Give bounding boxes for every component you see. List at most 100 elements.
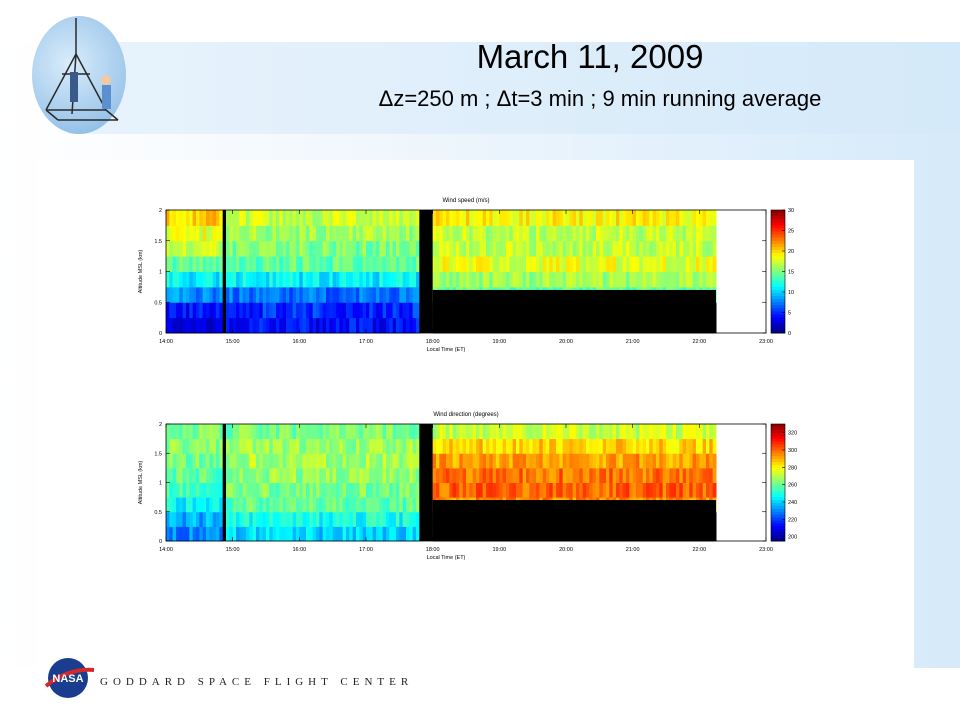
- heatmap-cell: [709, 210, 714, 226]
- heatmap-cell: [552, 271, 557, 288]
- heatmap-cell: [396, 453, 400, 469]
- heatmap-cell: [656, 210, 660, 226]
- heatmap-cell: [376, 438, 380, 454]
- heatmap-cell: [259, 453, 264, 469]
- heatmap-cell: [292, 302, 297, 319]
- heatmap-cell: [366, 438, 370, 454]
- heatmap-cell: [402, 256, 407, 272]
- heatmap-cell: [412, 271, 417, 288]
- heatmap-cell: [172, 271, 177, 288]
- heatmap-cell: [689, 453, 694, 469]
- heatmap-cell: [699, 225, 704, 242]
- colorbar-frame: [770, 423, 786, 542]
- colorbar-segment: [771, 329, 785, 334]
- heatmap-cell: [266, 271, 270, 288]
- heatmap-cell: [696, 240, 700, 257]
- heatmap-cell: [559, 453, 564, 469]
- heatmap-cell: [402, 302, 407, 319]
- heatmap-cell: [352, 256, 357, 272]
- heatmap-cell: [359, 271, 364, 288]
- heatmap-cell: [686, 271, 690, 288]
- heatmap-cell: [279, 453, 284, 469]
- heatmap-cell: [322, 240, 327, 257]
- heatmap-cell: [219, 467, 224, 483]
- heatmap-cell: [582, 467, 587, 483]
- heatmap-cell: [196, 526, 200, 542]
- heatmap-cell: [626, 210, 630, 226]
- heatmap-cell: [229, 286, 234, 303]
- heatmap-cell: [269, 240, 274, 257]
- heatmap-cell: [462, 438, 467, 454]
- heatmap-cell: [342, 210, 347, 226]
- heatmap-cell: [389, 482, 394, 498]
- data-gap: [222, 424, 226, 541]
- heatmap-cell: [396, 467, 400, 483]
- heatmap-cell: [656, 424, 660, 440]
- heatmap-cell: [642, 438, 647, 454]
- heatmap-cell: [322, 210, 327, 226]
- heatmap-cell: [449, 467, 454, 483]
- heatmap-cell: [442, 225, 447, 242]
- heatmap-cell: [239, 424, 244, 440]
- heatmap-cell: [226, 467, 230, 483]
- heatmap-cell: [319, 526, 324, 542]
- heatmap-cell: [609, 256, 614, 272]
- heatmap-cell: [439, 225, 444, 242]
- heatmap-cell: [412, 240, 417, 257]
- chart-1: Wind speed (m/s)14:00 15:00 16:00 17:00 18:0…: [138, 198, 794, 353]
- heatmap-cell: [472, 210, 477, 226]
- heatmap-cell: [446, 271, 450, 288]
- heatmap-cell: [559, 240, 564, 257]
- heatmap-cell: [436, 271, 440, 288]
- heatmap-cell: [579, 438, 584, 454]
- heatmap-cell: [309, 438, 314, 454]
- heatmap-cell: [242, 210, 247, 226]
- heatmap-cell: [522, 438, 527, 454]
- heatmap-cell: [476, 225, 480, 242]
- heatmap-cell: [476, 467, 480, 483]
- heatmap-cell: [359, 453, 364, 469]
- heatmap-cell: [639, 210, 644, 226]
- heatmap-cell: [209, 271, 214, 288]
- heatmap-cell: [456, 424, 460, 440]
- heatmap-cell: [232, 240, 237, 257]
- heatmap-cell: [449, 482, 454, 498]
- heatmap-cell: [342, 467, 347, 483]
- heatmap-cell: [202, 438, 207, 454]
- heatmap-cell: [212, 271, 217, 288]
- heatmap-cell: [292, 438, 297, 454]
- heatmap-cell: [616, 240, 620, 257]
- heatmap-cell: [532, 256, 537, 272]
- heatmap-cell: [256, 438, 260, 454]
- heatmap-cell: [286, 240, 290, 257]
- heatmap-cell: [326, 511, 330, 527]
- heatmap-cell: [526, 438, 530, 454]
- heatmap-cell: [539, 271, 544, 288]
- heatmap-cell: [466, 240, 470, 257]
- heatmap-cell: [566, 225, 570, 242]
- heatmap-cell: [339, 240, 344, 257]
- heatmap-cell: [329, 526, 334, 542]
- heatmap-cell: [326, 271, 330, 288]
- heatmap-cell: [502, 467, 507, 483]
- x-tick-label: 14:00: [159, 339, 173, 345]
- heatmap-cell: [266, 240, 270, 257]
- heatmap-cell: [629, 210, 634, 226]
- heatmap-cell: [669, 438, 674, 454]
- heatmap-cell: [636, 271, 640, 288]
- heatmap-cell: [516, 482, 520, 498]
- heatmap-cell: [179, 511, 184, 527]
- heatmap-cell: [696, 256, 700, 272]
- heatmap-cell: [579, 210, 584, 226]
- heatmap-cell: [322, 511, 327, 527]
- heatmap-cell: [409, 210, 414, 226]
- colorbar-tick-label: 320: [788, 431, 797, 437]
- heatmap-cell: [436, 453, 440, 469]
- heatmap-cell: [202, 240, 207, 257]
- heatmap-cell: [386, 302, 390, 319]
- heatmap-cell: [182, 256, 187, 272]
- heatmap-cell: [462, 467, 467, 483]
- heatmap-cell: [556, 453, 560, 469]
- heatmap-cell: [272, 482, 277, 498]
- heatmap-cell: [516, 210, 520, 226]
